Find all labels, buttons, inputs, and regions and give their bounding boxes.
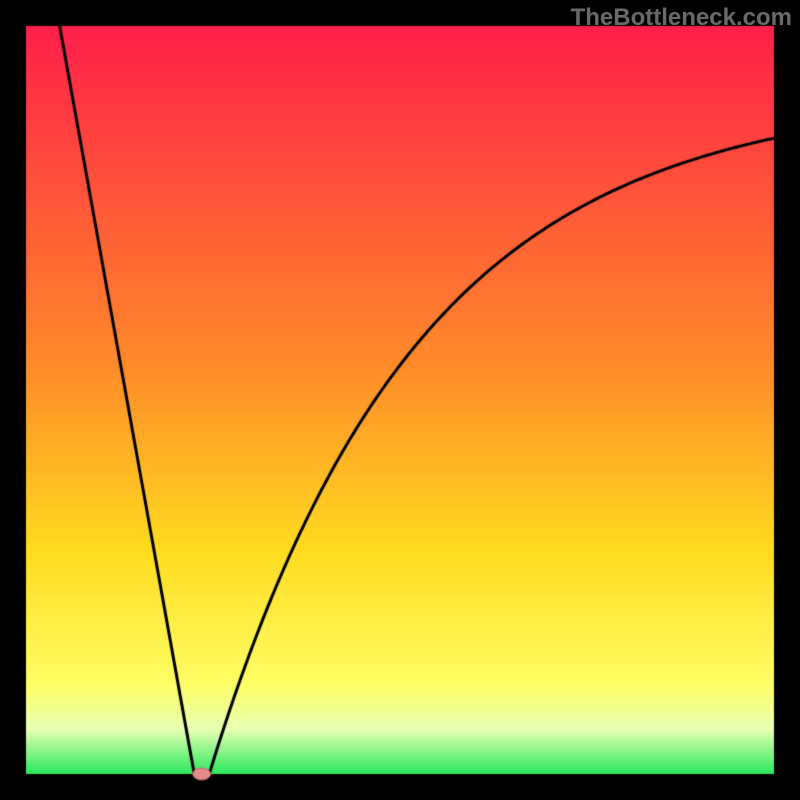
bottleneck-chart-canvas	[0, 0, 800, 800]
watermark-text: TheBottleneck.com	[571, 4, 792, 32]
chart-container: TheBottleneck.com	[0, 0, 800, 800]
